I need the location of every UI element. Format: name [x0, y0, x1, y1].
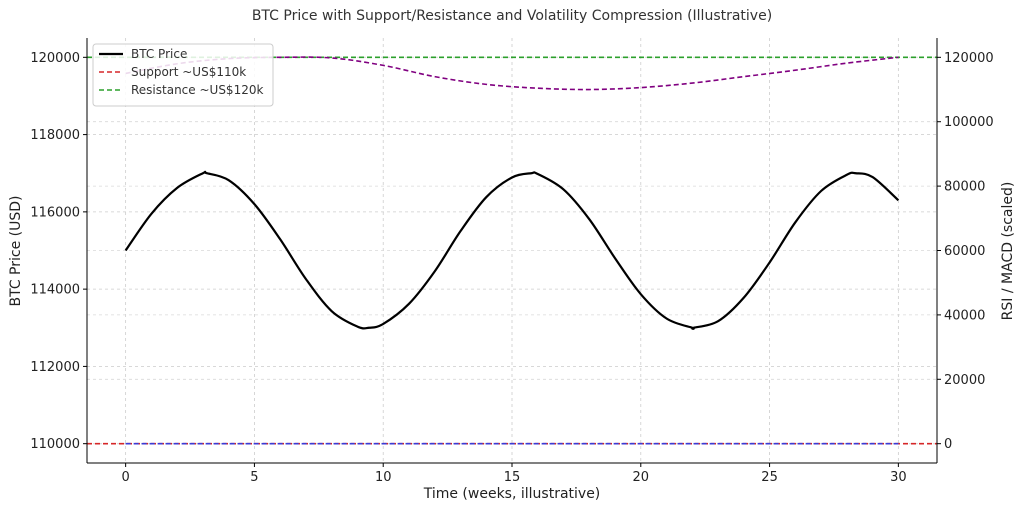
- y-tick-label: 112000: [30, 360, 80, 375]
- legend-box: [92, 43, 274, 107]
- y-tick-label: 120000: [30, 51, 80, 66]
- axes: 0 5 10 15 20 25 30 110000 112000 114000 116000 1180…: [30, 38, 994, 485]
- series-line-0: [124, 170, 900, 330]
- legend-label: Resistance ~US$120k: [131, 83, 263, 97]
- x-axis-label: Time (weeks, illustrative): [423, 486, 601, 502]
- y2-tick-label: 60000: [944, 244, 985, 259]
- x-tick-label: 5: [250, 470, 258, 485]
- y-tick-label: 116000: [30, 205, 80, 220]
- y2-tick-label: 120000: [944, 51, 994, 66]
- y2-tick-label: 0: [944, 437, 952, 452]
- x-tick-label: 25: [761, 470, 778, 485]
- chart-title: BTC Price with Support/Resistance and Vo…: [252, 8, 772, 24]
- y-tick-label: 114000: [30, 283, 80, 298]
- legend-label: Support ~US$110k: [131, 65, 246, 79]
- y2-tick-label: 20000: [944, 373, 985, 388]
- y2-axis-label: RSI / MACD (scaled): [1000, 182, 1016, 321]
- y2-tick-label: 80000: [944, 180, 985, 195]
- x-tick-label: 0: [121, 470, 129, 485]
- legend: BTC Price Support ~US$110k Resistance ~US$…: [92, 43, 274, 107]
- x-tick-label: 30: [890, 470, 907, 485]
- x-tick-label: 15: [504, 470, 521, 485]
- x-tick-label: 10: [375, 470, 392, 485]
- y2-tick-label: 100000: [944, 115, 994, 130]
- y2-tick-label: 40000: [944, 308, 985, 323]
- y-axis-label: BTC Price (USD): [8, 195, 24, 306]
- x-tick-label: 20: [633, 470, 650, 485]
- legend-label: BTC Price: [131, 47, 187, 61]
- y-tick-label: 110000: [30, 437, 80, 452]
- y-tick-label: 118000: [30, 128, 80, 143]
